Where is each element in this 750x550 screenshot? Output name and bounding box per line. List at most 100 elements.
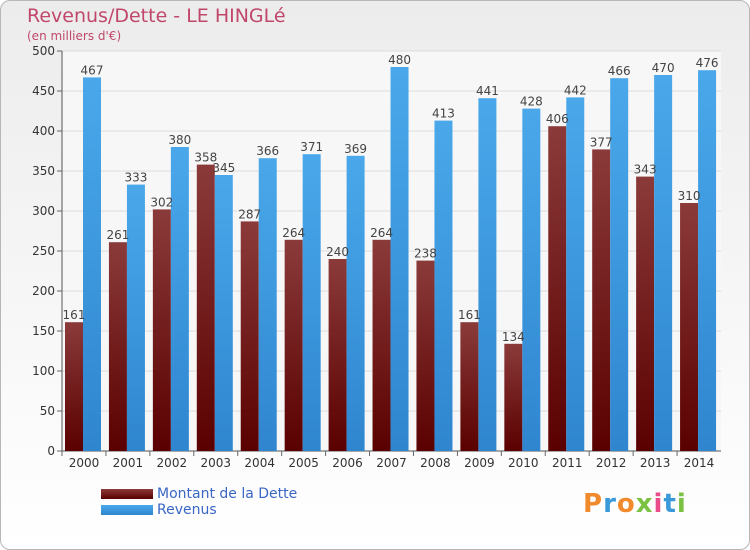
x-tick-label-2002: 2002 (157, 456, 188, 470)
chart-subtitle: (en milliers d'€) (27, 29, 122, 43)
proxiti-logo: Proxiti (583, 489, 687, 519)
data-label-revenus-2009: 441 (476, 84, 499, 98)
y-tick-label: 450 (32, 84, 55, 98)
bar-dette-2011 (548, 126, 567, 451)
bar-dette-2010 (504, 343, 523, 451)
bar-revenus-2013 (654, 75, 673, 451)
y-tick-label: 200 (32, 284, 55, 298)
legend: Montant de la Dette Revenus (101, 486, 297, 518)
y-tick-label: 500 (32, 44, 55, 58)
data-label-revenus-2008: 413 (432, 107, 455, 121)
x-tick-label-2007: 2007 (376, 456, 407, 470)
data-label-revenus-2007: 480 (388, 53, 411, 67)
data-label-revenus-2012: 466 (608, 64, 631, 78)
data-label-dette-2012: 377 (590, 135, 613, 149)
bar-dette-2009 (460, 322, 479, 451)
x-tick-label-2006: 2006 (332, 456, 363, 470)
bar-revenus-2007 (390, 67, 409, 451)
data-label-dette-2006: 240 (326, 245, 349, 259)
bar-revenus-2010 (522, 108, 541, 451)
y-tick-label: 250 (32, 244, 55, 258)
logo-letter: o (616, 489, 636, 519)
data-label-dette-2004: 287 (238, 207, 261, 221)
bar-dette-2012 (592, 149, 611, 451)
y-tick-label: 150 (32, 324, 55, 338)
logo-letter: P (583, 489, 604, 519)
bar-dette-2000 (65, 322, 83, 451)
data-label-dette-2010: 134 (502, 330, 525, 344)
y-tick-label: 100 (32, 364, 55, 378)
bar-dette-2008 (416, 260, 435, 451)
bar-dette-2001 (108, 242, 127, 451)
data-label-dette-2014: 310 (678, 189, 701, 203)
y-tick-label: 300 (32, 204, 55, 218)
data-label-revenus-2000: 467 (81, 63, 104, 77)
data-label-revenus-2010: 428 (520, 95, 543, 109)
bar-revenus-2005 (302, 154, 321, 451)
legend-swatch-revenus (101, 505, 153, 515)
logo-letter: r (603, 489, 617, 519)
data-label-revenus-2014: 476 (696, 56, 719, 70)
bar-dette-2002 (152, 209, 171, 451)
logo-letter: i (676, 489, 687, 519)
logo-letter: i (653, 489, 664, 519)
data-label-revenus-2003: 345 (212, 161, 235, 175)
x-tick-label-2000: 2000 (69, 456, 100, 470)
bar-dette-2005 (284, 239, 303, 451)
bar-dette-2007 (372, 239, 391, 451)
data-label-dette-2011: 406 (546, 112, 569, 126)
data-label-revenus-2011: 442 (564, 83, 587, 97)
y-tick-label: 350 (32, 164, 55, 178)
data-label-dette-2000: 161 (63, 308, 86, 322)
y-tick-label: 400 (32, 124, 55, 138)
data-label-dette-2007: 264 (370, 226, 393, 240)
data-label-revenus-2004: 366 (256, 144, 279, 158)
bar-revenus-2002 (170, 147, 189, 451)
data-label-dette-2009: 161 (458, 308, 481, 322)
legend-item-dette: Montant de la Dette (101, 486, 297, 502)
y-tick-label: 50 (40, 404, 55, 418)
data-label-dette-2008: 238 (414, 247, 437, 261)
bar-revenus-2000 (83, 77, 101, 452)
legend-label-dette: Montant de la Dette (157, 486, 298, 502)
data-label-dette-2005: 264 (282, 226, 305, 240)
bar-revenus-2011 (566, 97, 585, 452)
data-label-revenus-2013: 470 (652, 61, 675, 75)
x-tick-label-2005: 2005 (288, 456, 319, 470)
y-tick-label: 0 (47, 444, 55, 458)
legend-label-revenus: Revenus (157, 502, 217, 518)
bar-revenus-2004 (258, 158, 277, 451)
data-label-dette-2001: 261 (106, 228, 129, 242)
x-tick-label-2004: 2004 (244, 456, 275, 470)
data-label-revenus-2006: 369 (344, 142, 367, 156)
x-tick-label-2008: 2008 (420, 456, 451, 470)
x-tick-label-2013: 2013 (640, 456, 671, 470)
legend-swatch-dette (101, 489, 153, 499)
bar-revenus-2008 (434, 120, 453, 451)
bar-revenus-2003 (214, 175, 233, 451)
x-tick-label-2001: 2001 (113, 456, 144, 470)
x-tick-label-2009: 2009 (464, 456, 495, 470)
bar-dette-2006 (328, 259, 347, 451)
legend-item-revenus: Revenus (101, 502, 297, 518)
logo-letter: t (663, 489, 677, 519)
bar-revenus-2006 (346, 155, 365, 452)
bar-revenus-2012 (610, 78, 629, 451)
chart-title: Revenus/Dette - LE HINGLé (27, 5, 286, 27)
bar-dette-2013 (636, 176, 655, 451)
bar-revenus-2001 (126, 184, 145, 451)
x-tick-label-2010: 2010 (508, 456, 539, 470)
data-label-dette-2002: 302 (150, 195, 173, 209)
data-label-revenus-2002: 380 (168, 133, 191, 147)
bar-dette-2004 (240, 221, 259, 451)
logo-letter: x (635, 489, 654, 519)
data-label-dette-2013: 343 (634, 163, 657, 177)
data-label-revenus-2005: 371 (300, 140, 323, 154)
x-tick-label-2011: 2011 (552, 456, 583, 470)
bar-dette-2014 (680, 203, 699, 451)
bar-dette-2003 (196, 164, 215, 451)
data-label-revenus-2001: 333 (124, 171, 147, 185)
bar-revenus-2014 (698, 70, 717, 451)
